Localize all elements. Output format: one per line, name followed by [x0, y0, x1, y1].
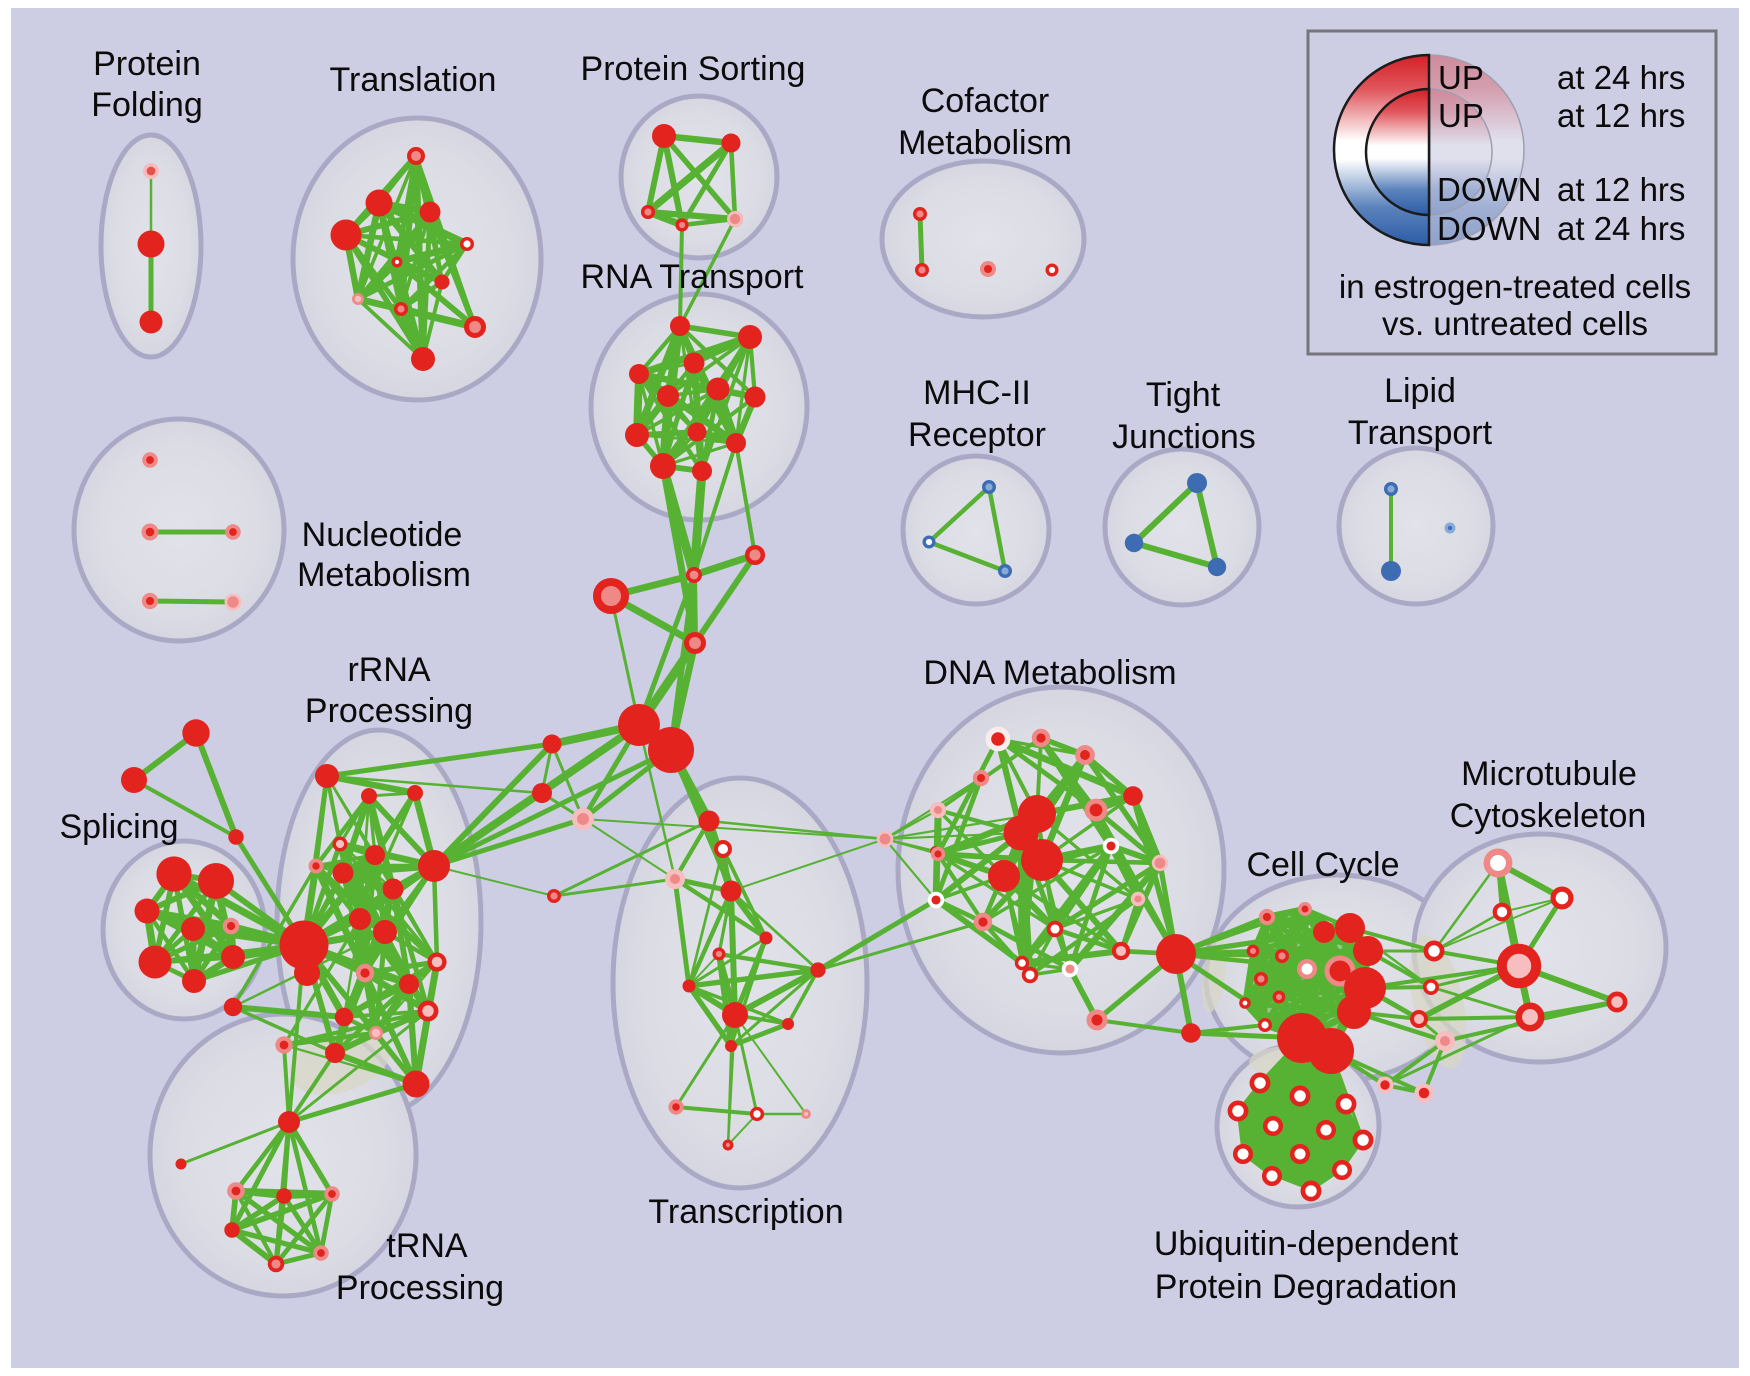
svg-text:Transcription: Transcription — [648, 1193, 843, 1231]
svg-text:Protein Degradation: Protein Degradation — [1155, 1268, 1457, 1306]
svg-text:Microtubule: Microtubule — [1461, 755, 1637, 793]
svg-text:Tight: Tight — [1146, 376, 1221, 414]
svg-text:Metabolism: Metabolism — [898, 124, 1072, 162]
svg-text:UP: UP — [1438, 59, 1484, 96]
svg-text:vs. untreated cells: vs. untreated cells — [1382, 305, 1648, 342]
svg-text:at 12 hrs: at 12 hrs — [1557, 97, 1685, 134]
svg-text:at 24 hrs: at 24 hrs — [1557, 210, 1685, 247]
svg-text:Lipid: Lipid — [1384, 372, 1456, 410]
svg-text:at 12 hrs: at 12 hrs — [1557, 171, 1685, 208]
svg-text:DOWN: DOWN — [1437, 171, 1541, 208]
svg-text:Processing: Processing — [305, 692, 473, 730]
svg-text:Cofactor: Cofactor — [921, 82, 1050, 120]
svg-text:in estrogen-treated cells: in estrogen-treated cells — [1339, 268, 1691, 305]
svg-text:Junctions: Junctions — [1112, 418, 1256, 456]
svg-text:rRNA: rRNA — [347, 651, 430, 689]
svg-text:Receptor: Receptor — [908, 416, 1046, 454]
svg-text:Processing: Processing — [336, 1269, 504, 1307]
svg-text:DOWN: DOWN — [1437, 210, 1541, 247]
svg-text:Protein Sorting: Protein Sorting — [581, 50, 806, 88]
svg-text:tRNA: tRNA — [386, 1227, 468, 1265]
svg-text:DNA Metabolism: DNA Metabolism — [923, 654, 1176, 692]
svg-text:Transport: Transport — [1348, 414, 1493, 452]
svg-text:at 24 hrs: at 24 hrs — [1557, 59, 1685, 96]
svg-text:Cell Cycle: Cell Cycle — [1246, 846, 1399, 884]
svg-text:Protein: Protein — [93, 45, 201, 83]
svg-text:RNA Transport: RNA Transport — [581, 258, 805, 296]
svg-text:Cytoskeleton: Cytoskeleton — [1450, 797, 1647, 835]
svg-text:UP: UP — [1438, 97, 1484, 134]
svg-text:Translation: Translation — [330, 61, 497, 99]
svg-text:Nucleotide: Nucleotide — [302, 516, 463, 554]
svg-text:Splicing: Splicing — [59, 808, 178, 846]
svg-text:Folding: Folding — [91, 86, 203, 124]
svg-text:MHC-II: MHC-II — [923, 374, 1031, 412]
svg-text:Ubiquitin-dependent: Ubiquitin-dependent — [1154, 1225, 1459, 1263]
svg-text:Metabolism: Metabolism — [297, 556, 471, 594]
